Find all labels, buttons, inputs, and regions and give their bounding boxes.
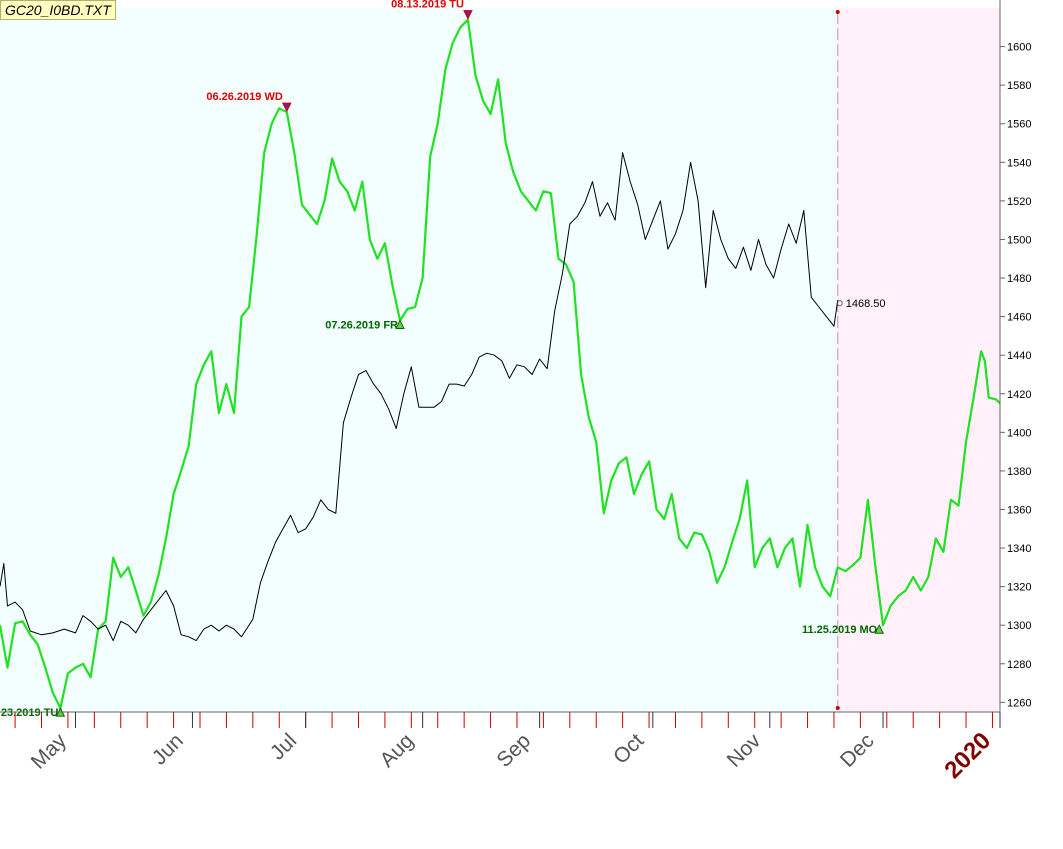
y-tick-label: 1480 xyxy=(1007,273,1031,285)
x-tick-label: Jul xyxy=(266,729,301,764)
y-tick-label: 1520 xyxy=(1007,196,1031,208)
x-tick-label: May xyxy=(27,729,72,774)
file-name-label: GC20_I0BD.TXT xyxy=(0,0,116,20)
peak-marker xyxy=(463,10,473,20)
price-line xyxy=(0,152,839,642)
y-tick-label: 1440 xyxy=(1007,350,1031,362)
y-tick-label: 1420 xyxy=(1007,389,1031,401)
y-tick-label: 1400 xyxy=(1007,427,1031,439)
y-tick-label: 1300 xyxy=(1007,620,1031,632)
x-tick-label: 2020 xyxy=(939,727,996,784)
peak-marker xyxy=(281,102,292,113)
projection-line xyxy=(0,18,1001,710)
trough-marker xyxy=(874,624,885,634)
x-tick-label: Aug xyxy=(375,729,418,772)
y-tick-label: 1460 xyxy=(1007,312,1031,324)
y-tick-label: 1580 xyxy=(1007,80,1031,92)
trough-label: 07.26.2019 FR xyxy=(325,319,398,331)
annotations: 06.26.2019 WD 08.13.2019 TU 07.26.2019 FR 2… xyxy=(1,0,885,719)
y-tick-label: 1560 xyxy=(1007,119,1031,131)
trough-label: 11.25.2019 MO xyxy=(802,624,878,636)
y-tick-label: 1540 xyxy=(1007,157,1031,169)
peak-label: 08.13.2019 TU xyxy=(391,0,464,11)
y-tick-label: 1360 xyxy=(1007,504,1031,516)
history-background xyxy=(0,8,838,712)
forecast-marker-top xyxy=(835,10,840,14)
y-tick-label: 1380 xyxy=(1007,466,1031,478)
last-price-marker xyxy=(836,300,843,307)
y-tick-label: 1320 xyxy=(1007,582,1031,594)
y-tick-label: 1260 xyxy=(1007,697,1031,709)
y-tick-label: 1500 xyxy=(1007,234,1031,246)
x-tick-label: Oct xyxy=(609,729,648,768)
trough-label: 23.2019 TU xyxy=(1,707,59,719)
last-price-label: 1468.50 xyxy=(846,298,886,310)
peak-label: 06.26.2019 WD xyxy=(206,91,282,103)
y-ticks: 1260 1280 1300 1320 1340 1360 1380 1400 1420 1440… xyxy=(1000,42,1031,709)
trough-marker xyxy=(395,319,405,329)
forecast-marker-bottom xyxy=(835,706,840,710)
x-tick-label: Nov xyxy=(723,729,766,772)
x-tick-label: Dec xyxy=(836,729,879,772)
y-tick-label: 1280 xyxy=(1007,659,1031,671)
x-tick-label: Jun xyxy=(148,729,188,769)
x-ticks: May Jun Jul Aug Sep Oct Nov Dec 2020 xyxy=(14,712,1001,784)
y-tick-label: 1600 xyxy=(1007,42,1031,54)
y-tick-label: 1340 xyxy=(1007,543,1031,555)
forecast-background xyxy=(837,8,1000,712)
x-tick-label: Sep xyxy=(492,729,535,772)
